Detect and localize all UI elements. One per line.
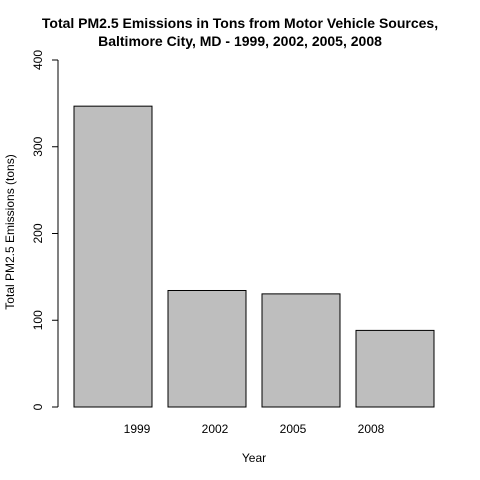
x-tick-label-2005: 2005 bbox=[280, 422, 307, 436]
bar-2008 bbox=[355, 329, 435, 408]
bar-2005 bbox=[261, 293, 341, 408]
y-axis-label: Total PM2.5 Emissions (tons) bbox=[3, 154, 17, 309]
x-tick-label-2008: 2008 bbox=[358, 422, 385, 436]
x-tick-label-1999: 1999 bbox=[124, 422, 151, 436]
x-tick-label-2002: 2002 bbox=[202, 422, 229, 436]
y-tick-label-400: 400 bbox=[31, 50, 45, 70]
x-axis-label: Year bbox=[242, 451, 266, 465]
y-tick-label-300: 300 bbox=[31, 136, 45, 156]
y-tick-label-100: 100 bbox=[31, 310, 45, 330]
y-tick-label-0: 0 bbox=[31, 403, 45, 410]
chart-title-line-2: Baltimore City, MD - 1999, 2002, 2005, 2… bbox=[98, 33, 382, 49]
y-tick-label-200: 200 bbox=[31, 223, 45, 243]
bar-1999 bbox=[73, 105, 153, 408]
chart-title-line-1: Total PM2.5 Emissions in Tons from Motor… bbox=[41, 15, 439, 31]
bar-2002 bbox=[167, 289, 247, 408]
